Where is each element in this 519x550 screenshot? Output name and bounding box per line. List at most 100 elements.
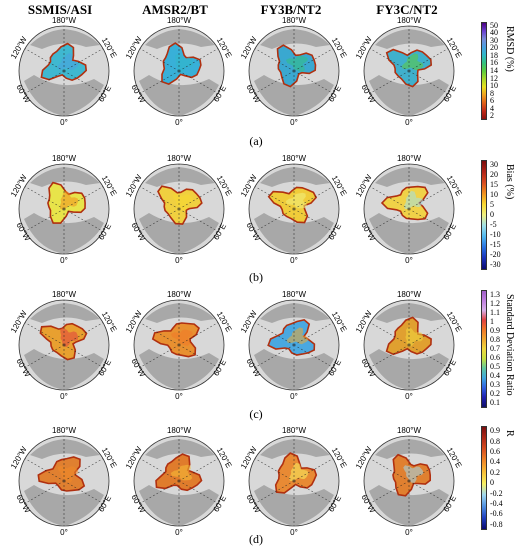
colorbar-tick: 6 <box>490 96 494 106</box>
polar-map: 180°W 0° 120°W 120°E 60°W 60°E <box>8 14 120 127</box>
landmass <box>30 303 100 323</box>
landmass <box>145 167 215 187</box>
landmass <box>145 29 215 49</box>
column-title: AMSR2/BT <box>142 2 208 17</box>
column-title: FY3C/NT2 <box>376 2 438 17</box>
longitude-label: 180°W <box>282 426 307 435</box>
panel-label: (b) <box>249 270 263 284</box>
colorbar-tick: 1.1 <box>490 307 500 317</box>
column-title: FY3B/NT2 <box>260 2 322 17</box>
longitude-label: 0° <box>290 256 298 265</box>
longitude-label: 0° <box>290 392 298 401</box>
polar-map: 180°W 0° 120°W 120°E 60°W 60°E <box>8 424 120 537</box>
longitude-label: 180°W <box>397 16 422 25</box>
colorbar-tick: 0.9 <box>490 325 500 335</box>
polar-map: 180°W 0° 120°W 120°E 60°W 60°E <box>123 152 235 265</box>
colorbar-gradient <box>481 160 487 270</box>
longitude-label: 180°W <box>282 16 307 25</box>
colorbar-tick: 10 <box>490 81 498 91</box>
colorbar-tick: 16 <box>490 58 498 68</box>
colorbar-tick: 14 <box>490 66 498 75</box>
colorbar-tick: 0.8 <box>490 436 500 446</box>
colorbar-tick: -0.4 <box>490 499 503 508</box>
colorbar-tick: 0.5 <box>490 362 500 372</box>
longitude-label: 0° <box>175 392 183 401</box>
colorbar-tick: 30 <box>490 35 498 45</box>
polar-map: 180°W 0° 120°W 120°E 60°W 60°E <box>123 288 235 401</box>
colorbar-tick: 5 <box>490 200 494 209</box>
longitude-label: 180°W <box>167 154 192 163</box>
longitude-label: 180°W <box>397 426 422 435</box>
colorbar-tick: 4 <box>490 103 494 113</box>
colorbar-gradient <box>481 22 487 120</box>
colorbar-tick: -0.8 <box>490 519 503 529</box>
polar-map: 180°W 0° 120°W 120°E 60°W 60°E <box>8 288 120 401</box>
longitude-label: 180°W <box>397 290 422 299</box>
colorbar-tick: 0.2 <box>490 467 500 477</box>
landmass <box>260 29 330 49</box>
polar-map: 180°W 0° 120°W 120°E 60°W 60°E <box>353 424 465 537</box>
landmass <box>260 303 330 323</box>
longitude-label: 0° <box>60 118 68 127</box>
polar-map: 180°W 0° 120°W 120°E 60°W 60°E <box>353 288 465 401</box>
colorbar-tick: 0.7 <box>490 344 500 353</box>
landmass <box>375 439 445 459</box>
colorbar-tick: 50 <box>490 20 498 30</box>
longitude-label: 180°W <box>52 154 77 163</box>
longitude-label: 180°W <box>282 154 307 163</box>
longitude-label: 180°W <box>167 290 192 299</box>
panel-label: (c) <box>249 407 263 421</box>
colorbar-tick: -10 <box>490 230 501 239</box>
colorbar-tick: 1 <box>490 316 494 326</box>
ice-patch <box>172 193 194 212</box>
longitude-label: 0° <box>60 528 68 537</box>
colorbar-title: Bias (%) <box>504 164 515 200</box>
colorbar-tick: 0.9 <box>490 426 500 436</box>
colorbar-tick: 0.6 <box>490 447 500 456</box>
colorbar-tick: 0.3 <box>490 380 500 390</box>
colorbar-gradient <box>481 290 487 408</box>
colorbar-tick: 0.1 <box>490 398 500 408</box>
landmass <box>375 303 445 323</box>
colorbar-tick: 0 <box>490 210 494 219</box>
polar-map: 180°W 0° 120°W 120°E 60°W 60°E <box>123 424 235 537</box>
longitude-label: 0° <box>60 392 68 401</box>
polar-map: 180°W 0° 120°W 120°E 60°W 60°E <box>238 152 350 265</box>
colorbar-tick: 1.3 <box>490 289 500 299</box>
longitude-label: 0° <box>405 118 413 127</box>
longitude-label: 0° <box>290 118 298 127</box>
longitude-label: 180°W <box>52 290 77 299</box>
longitude-label: 0° <box>175 256 183 265</box>
colorbar-tick: 40 <box>490 28 498 38</box>
landmass <box>30 167 100 187</box>
longitude-label: 0° <box>60 256 68 265</box>
landmass <box>260 439 330 459</box>
ice-patch <box>170 329 193 346</box>
colorbar-title: Standard Deviation Ratio <box>504 294 515 396</box>
polar-map: 180°W 0° 120°W 120°E 60°W 60°E <box>238 14 350 127</box>
colorbar-tick: -20 <box>490 250 501 259</box>
colorbar-tick: 0.4 <box>490 371 500 381</box>
colorbar-tick: 1.2 <box>490 298 500 308</box>
landmass <box>260 167 330 187</box>
colorbar-tick: -30 <box>490 260 501 269</box>
ice-patch <box>285 55 308 72</box>
longitude-label: 0° <box>175 528 183 537</box>
longitude-label: 0° <box>175 118 183 127</box>
colorbar-tick: 0.8 <box>490 334 500 344</box>
ice-patch <box>403 465 424 483</box>
ice-patch <box>175 53 194 74</box>
colorbar-tick: -0.2 <box>490 488 503 498</box>
ice-patch <box>60 190 79 210</box>
ice-patch <box>60 327 79 348</box>
polar-map: 180°W 0° 120°W 120°E 60°W 60°E <box>8 152 120 265</box>
colorbar-tick: 20 <box>490 170 498 179</box>
longitude-label: 180°W <box>52 16 77 25</box>
colorbar-tick: 2 <box>490 111 494 121</box>
landmass <box>30 439 100 459</box>
landmass <box>375 29 445 49</box>
colorbar-tick: -0.6 <box>490 509 503 519</box>
colorbar-tick: 30 <box>490 160 498 169</box>
polar-map: 180°W 0° 120°W 120°E 60°W 60°E <box>353 14 465 127</box>
longitude-label: 180°W <box>282 290 307 299</box>
